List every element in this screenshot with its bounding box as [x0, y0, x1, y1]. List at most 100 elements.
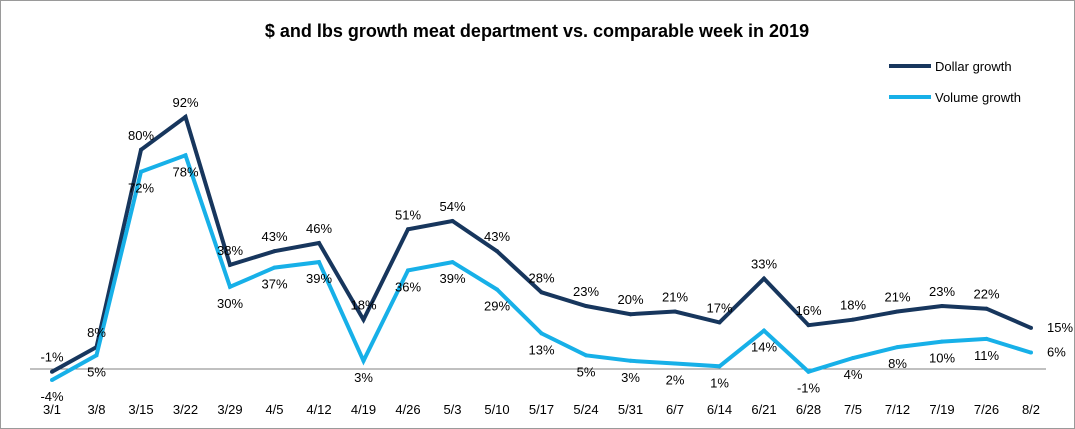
- data-point-volume: [673, 361, 677, 366]
- data-point-dollar: [406, 227, 410, 232]
- data-label-volume: 5%: [87, 364, 106, 379]
- data-label-volume: 30%: [217, 296, 243, 311]
- data-point-dollar: [628, 312, 633, 317]
- data-label-dollar: 20%: [617, 292, 643, 307]
- data-point-dollar: [717, 320, 722, 325]
- x-tick-label: 8/2: [1022, 402, 1040, 417]
- x-tick-label: 3/29: [217, 402, 242, 417]
- data-point-dollar: [940, 303, 944, 308]
- data-point-dollar: [495, 249, 499, 254]
- data-point-volume: [139, 169, 143, 174]
- data-point-volume: [984, 336, 989, 341]
- data-label-dollar: 38%: [217, 243, 243, 258]
- data-label-dollar: 80%: [128, 128, 154, 143]
- data-point-volume: [228, 284, 232, 289]
- data-label-dollar: 43%: [261, 229, 287, 244]
- x-tick-label: 5/31: [618, 402, 643, 417]
- data-point-dollar: [584, 303, 588, 308]
- x-tick-label: 6/14: [707, 402, 732, 417]
- data-point-volume: [272, 265, 277, 270]
- data-label-dollar: 15%: [1047, 320, 1073, 335]
- x-tick-label: 5/3: [443, 402, 461, 417]
- data-point-dollar: [762, 276, 766, 281]
- data-label-volume: 14%: [751, 340, 777, 355]
- data-label-dollar: 8%: [87, 325, 106, 340]
- data-label-volume: 13%: [528, 342, 554, 357]
- data-label-volume: 10%: [929, 351, 955, 366]
- data-point-volume: [806, 369, 811, 374]
- data-label-volume: 5%: [577, 364, 596, 379]
- data-label-volume: 2%: [666, 373, 685, 388]
- x-tick-label: 6/28: [796, 402, 821, 417]
- data-point-volume: [317, 260, 321, 265]
- data-label-dollar: 23%: [929, 284, 955, 299]
- data-point-dollar: [984, 306, 989, 311]
- data-label-dollar: 21%: [884, 289, 910, 304]
- x-tick-label: 4/19: [351, 402, 376, 417]
- data-label-volume: 39%: [306, 271, 332, 286]
- data-label-dollar: 92%: [172, 95, 198, 110]
- data-label-dollar: 33%: [751, 257, 777, 272]
- data-label-volume: 78%: [172, 164, 198, 179]
- x-tick-label: 4/5: [265, 402, 283, 417]
- x-tick-label: 7/12: [885, 402, 910, 417]
- x-tick-label: 7/26: [974, 402, 999, 417]
- data-label-dollar: 43%: [484, 229, 510, 244]
- data-point-dollar: [851, 317, 855, 322]
- data-point-volume: [539, 331, 544, 336]
- data-point-volume: [406, 268, 410, 273]
- x-tick-label: 5/24: [573, 402, 598, 417]
- data-point-volume: [628, 358, 633, 363]
- data-point-volume: [1029, 350, 1033, 355]
- data-label-volume: 8%: [888, 356, 907, 371]
- data-point-dollar: [806, 323, 811, 328]
- x-tick-label: 4/12: [306, 402, 331, 417]
- data-label-volume: 72%: [128, 181, 154, 196]
- data-label-dollar: 18%: [840, 298, 866, 313]
- data-label-volume: -1%: [797, 381, 821, 396]
- data-label-dollar: 16%: [795, 303, 821, 318]
- data-point-dollar: [539, 290, 544, 295]
- data-label-dollar: 18%: [350, 298, 376, 313]
- x-tick-label: 5/10: [484, 402, 509, 417]
- data-point-volume: [495, 287, 499, 292]
- x-tick-label: 3/15: [128, 402, 153, 417]
- legend-label-dollar: Dollar growth: [935, 59, 1012, 74]
- data-label-volume: 36%: [395, 279, 421, 294]
- data-point-volume: [361, 358, 366, 363]
- data-point-dollar: [272, 249, 277, 254]
- data-label-dollar: 23%: [573, 284, 599, 299]
- data-point-dollar: [1029, 325, 1033, 330]
- data-point-volume: [183, 153, 188, 158]
- data-label-dollar: 46%: [306, 221, 332, 236]
- data-point-dollar: [228, 262, 232, 267]
- legend-label-volume: Volume growth: [935, 90, 1021, 105]
- data-point-volume: [762, 328, 766, 333]
- data-point-dollar: [673, 309, 677, 314]
- data-point-dollar: [450, 219, 455, 224]
- data-label-volume: 11%: [974, 348, 999, 363]
- data-point-dollar: [361, 317, 366, 322]
- data-point-dollar: [50, 369, 54, 374]
- legend: Dollar growth Volume growth: [889, 59, 1021, 105]
- chart-title: $ and lbs growth meat department vs. com…: [265, 21, 809, 41]
- data-point-volume: [584, 353, 588, 358]
- data-label-dollar: 21%: [662, 289, 688, 304]
- data-label-volume: 29%: [484, 299, 510, 314]
- data-point-volume: [450, 260, 455, 265]
- data-point-volume: [851, 356, 855, 361]
- x-tick-label: 4/26: [395, 402, 420, 417]
- data-label-dollar: 17%: [706, 300, 732, 315]
- x-tick-label: 3/8: [87, 402, 105, 417]
- data-label-dollar: 28%: [528, 270, 554, 285]
- data-label-dollar: 51%: [395, 207, 421, 222]
- x-tick-label: 5/17: [529, 402, 554, 417]
- data-label-volume: 3%: [354, 370, 373, 385]
- plot-area: 3/1 3/8 3/15 3/22 3/29 4/5 4/12 4/19 4/26 5/3 5/10…: [30, 95, 1073, 417]
- data-label-volume: 4%: [844, 367, 863, 382]
- data-label-volume: 6%: [1047, 345, 1066, 360]
- x-tick-label: 7/19: [929, 402, 954, 417]
- data-point-volume: [940, 339, 944, 344]
- x-tick-label: 6/21: [751, 402, 776, 417]
